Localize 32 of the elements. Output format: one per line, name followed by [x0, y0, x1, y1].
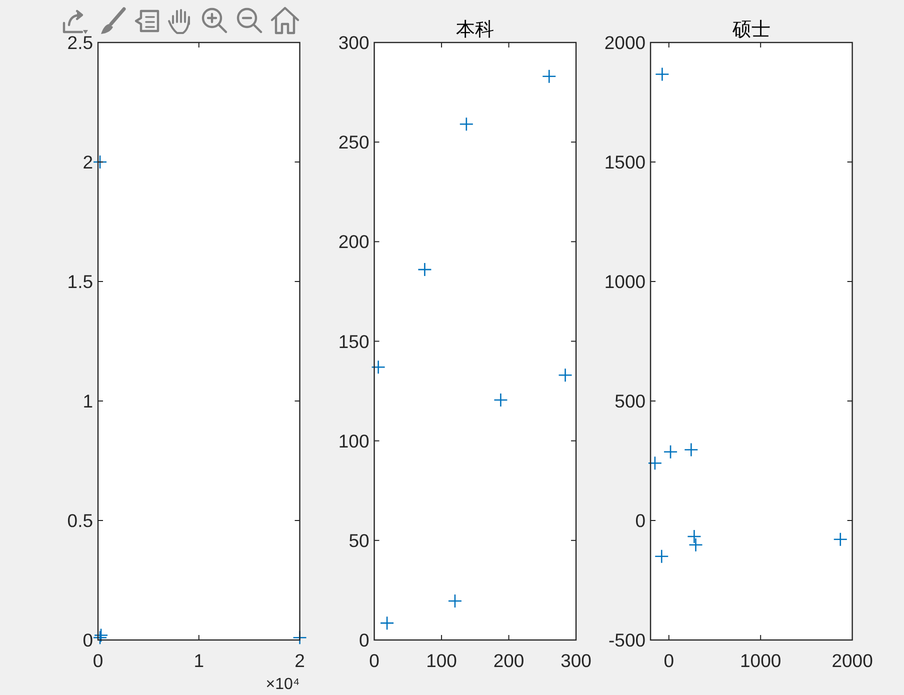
y-tick-label: 1500 — [604, 152, 646, 172]
title: 硕士 — [732, 18, 770, 40]
x-tick-label: 0 — [92, 650, 104, 671]
y-tick-label: 150 — [338, 330, 370, 352]
y-tick-label: 1000 — [604, 271, 646, 292]
x-tick-label: 0 — [369, 650, 380, 671]
annotation: ×10⁴ — [266, 676, 300, 693]
x-tick-label: 200 — [493, 650, 524, 671]
y-tick-label: 2.5 — [67, 32, 93, 53]
y-tick-label: 1 — [82, 390, 93, 412]
title: 本科 — [456, 18, 494, 40]
x-tick-label: 100 — [426, 650, 457, 671]
y-tick-label: 0 — [82, 630, 93, 650]
y-tick-label: -500 — [608, 630, 646, 650]
x-tick-label: 2000 — [832, 650, 873, 671]
y-tick-label: 500 — [614, 390, 646, 412]
y-tick-label: 100 — [338, 430, 370, 452]
y-tick-label: 0 — [635, 510, 646, 531]
x-tick-label: 1000 — [740, 650, 782, 671]
y-tick-label: 300 — [338, 32, 370, 53]
y-tick-label: 0.5 — [67, 510, 93, 531]
x-tick-label: 2 — [294, 650, 305, 671]
y-tick-label: 200 — [338, 231, 370, 252]
y-tick-label: 0 — [358, 630, 370, 650]
y-tick-label: 2 — [82, 152, 93, 172]
y-tick-label: 1.5 — [67, 271, 93, 292]
x-tick-label: 0 — [664, 650, 674, 671]
y-tick-label: 50 — [348, 530, 370, 551]
x-tick-label: 300 — [560, 650, 592, 671]
x-tick-label: 1 — [194, 650, 204, 671]
y-tick-label: 2000 — [604, 32, 646, 53]
y-tick-label: 250 — [338, 132, 370, 153]
